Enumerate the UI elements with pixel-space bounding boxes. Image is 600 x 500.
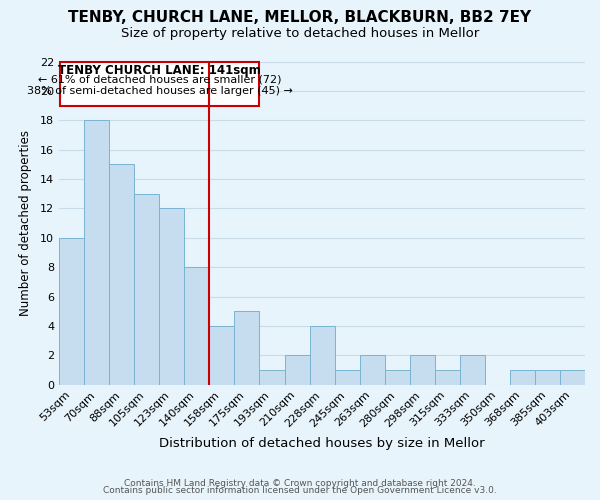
- Bar: [385, 370, 410, 385]
- Bar: [134, 194, 160, 385]
- Bar: [235, 312, 259, 385]
- Text: ← 61% of detached houses are smaller (72): ← 61% of detached houses are smaller (72…: [38, 74, 281, 85]
- Bar: [109, 164, 134, 385]
- Bar: [59, 238, 84, 385]
- Y-axis label: Number of detached properties: Number of detached properties: [19, 130, 32, 316]
- FancyBboxPatch shape: [59, 62, 259, 106]
- Text: 38% of semi-detached houses are larger (45) →: 38% of semi-detached houses are larger (…: [26, 86, 292, 97]
- Bar: [560, 370, 585, 385]
- Text: Size of property relative to detached houses in Mellor: Size of property relative to detached ho…: [121, 28, 479, 40]
- Bar: [435, 370, 460, 385]
- Bar: [335, 370, 359, 385]
- Bar: [460, 356, 485, 385]
- Bar: [184, 268, 209, 385]
- Bar: [410, 356, 435, 385]
- Text: TENBY, CHURCH LANE, MELLOR, BLACKBURN, BB2 7EY: TENBY, CHURCH LANE, MELLOR, BLACKBURN, B…: [68, 10, 532, 25]
- Bar: [284, 356, 310, 385]
- Bar: [160, 208, 184, 385]
- Bar: [359, 356, 385, 385]
- Text: Contains HM Land Registry data © Crown copyright and database right 2024.: Contains HM Land Registry data © Crown c…: [124, 478, 476, 488]
- Bar: [510, 370, 535, 385]
- Bar: [259, 370, 284, 385]
- Bar: [84, 120, 109, 385]
- Bar: [209, 326, 235, 385]
- Text: TENBY CHURCH LANE: 141sqm: TENBY CHURCH LANE: 141sqm: [58, 64, 261, 78]
- X-axis label: Distribution of detached houses by size in Mellor: Distribution of detached houses by size …: [159, 437, 485, 450]
- Bar: [310, 326, 335, 385]
- Bar: [535, 370, 560, 385]
- Text: Contains public sector information licensed under the Open Government Licence v3: Contains public sector information licen…: [103, 486, 497, 495]
